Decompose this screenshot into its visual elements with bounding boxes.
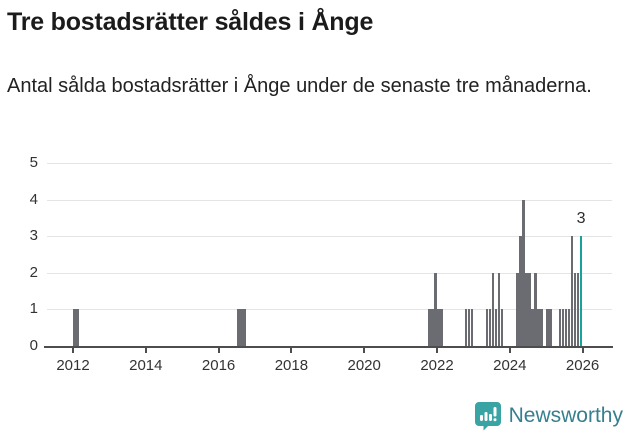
x-axis-line: [44, 346, 613, 348]
x-axis-tick-label: 2024: [493, 357, 527, 374]
x-axis-tick-label: 2026: [565, 357, 600, 374]
x-axis-tick: [217, 348, 220, 353]
bar: [567, 309, 571, 346]
bar: [540, 309, 543, 346]
newsworthy-bubble-chart-icon: [474, 402, 501, 431]
bar: [428, 309, 431, 346]
bar: [491, 272, 495, 346]
bar: [516, 272, 519, 346]
bar: [546, 309, 549, 346]
bar: [534, 272, 537, 346]
y-axis-tick-label: 5: [29, 154, 38, 171]
bar: [573, 272, 577, 346]
newsworthy-wordmark: Newsworthy: [508, 404, 623, 427]
bar: [431, 309, 434, 346]
bar: [549, 309, 553, 346]
y-gridline: [47, 199, 612, 201]
bar: [494, 309, 498, 346]
bar: [467, 309, 471, 346]
bar: [437, 309, 440, 346]
bar: [528, 272, 531, 346]
y-axis-tick-label: 4: [29, 190, 38, 208]
bar: [485, 309, 489, 346]
x-axis-tick-label: 2018: [274, 357, 309, 374]
x-axis-tick-label: 2012: [56, 357, 90, 374]
y-gridline: [47, 272, 612, 274]
y-axis-tick-label: 2: [29, 263, 38, 281]
newsworthy-logo: Newsworthy: [474, 401, 623, 431]
x-axis-tick: [144, 348, 147, 353]
x-axis-tick-label: 2022: [420, 357, 454, 374]
bar: [243, 309, 246, 346]
bar: [558, 309, 562, 346]
x-axis-tick-label: 2016: [201, 357, 236, 374]
x-axis-tick-label: 2014: [129, 357, 163, 374]
bar: [519, 236, 522, 346]
bar: [464, 309, 468, 346]
bar: [570, 236, 574, 346]
x-axis-tick: [436, 348, 438, 353]
x-axis-tick: [508, 348, 511, 353]
y-gridline: [47, 236, 612, 238]
chart-subtitle: Antal sålda bostadsrätter i Ånge under d…: [7, 75, 592, 97]
bar: [488, 309, 492, 346]
x-axis-tick: [581, 348, 584, 353]
bar: [434, 272, 437, 346]
bar: [500, 309, 504, 346]
bar: [537, 309, 540, 346]
bar: [76, 309, 79, 346]
bar: [576, 272, 580, 346]
y-axis-tick-label: 0: [29, 337, 38, 354]
bar: [564, 309, 568, 346]
bar: [440, 309, 443, 346]
x-axis-tick-label: 2020: [347, 357, 381, 374]
x-axis-tick: [72, 348, 74, 353]
bar: [525, 272, 528, 346]
bar: [470, 309, 474, 346]
x-axis-tick: [363, 348, 366, 353]
bar-highlight: [579, 236, 583, 346]
chart-title: Tre bostadsrätter såldes i Ånge: [7, 8, 374, 36]
y-axis-tick-label: 3: [29, 227, 38, 245]
bar: [240, 309, 243, 346]
bar: [522, 199, 525, 346]
y-axis-tick-label: 1: [29, 300, 38, 318]
bar: [237, 309, 240, 346]
bar: [531, 309, 534, 346]
y-gridline: [47, 163, 612, 164]
bar: [497, 272, 501, 346]
bar-value-label: 3: [576, 210, 586, 228]
y-gridline: [47, 309, 612, 311]
bar: [73, 309, 76, 346]
x-axis-tick: [290, 348, 293, 353]
bar: [561, 309, 565, 346]
